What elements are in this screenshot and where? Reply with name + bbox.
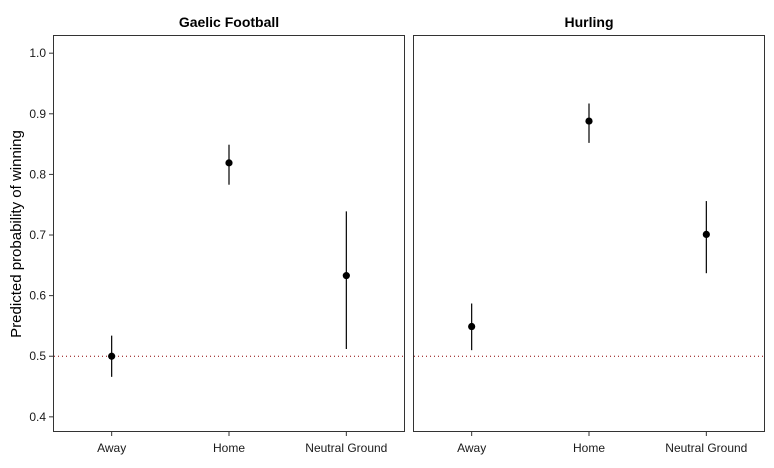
- y-tick-label: 0.4: [29, 410, 46, 424]
- y-tick-label: 0.9: [29, 107, 46, 121]
- x-tick-label: Away: [457, 441, 486, 455]
- x-tick-label: Home: [213, 441, 245, 455]
- x-tick-label: Home: [573, 441, 605, 455]
- y-tick-label: 0.7: [29, 228, 46, 242]
- panel-border: [53, 35, 405, 432]
- y-tick-label: 0.5: [29, 349, 46, 363]
- y-tick-label: 1.0: [29, 46, 46, 60]
- y-tick-label: 0.6: [29, 289, 46, 303]
- facet-panel: Gaelic Football Away Home Neutral Ground: [53, 14, 405, 455]
- data-point: [342, 272, 350, 280]
- y-tick-label: 0.8: [29, 167, 46, 181]
- y-axis: 0.4 0.5 0.6 0.7 0.8 0.9 1.0: [29, 46, 53, 424]
- y-axis-title: Predicted probability of winning: [8, 130, 25, 338]
- x-tick-label: Away: [97, 441, 126, 455]
- panel-border: [413, 35, 765, 432]
- data-point: [468, 322, 476, 331]
- facet-panel: Hurling Away Home Neutral Ground: [413, 14, 765, 455]
- x-tick-label: Neutral Ground: [665, 441, 747, 455]
- x-tick-label: Neutral Ground: [305, 441, 387, 455]
- data-point: [108, 352, 116, 360]
- data-point: [702, 230, 710, 239]
- panel-title: Hurling: [565, 14, 614, 30]
- data-point: [225, 159, 233, 167]
- panel-title: Gaelic Football: [179, 14, 279, 30]
- data-point: [585, 117, 593, 125]
